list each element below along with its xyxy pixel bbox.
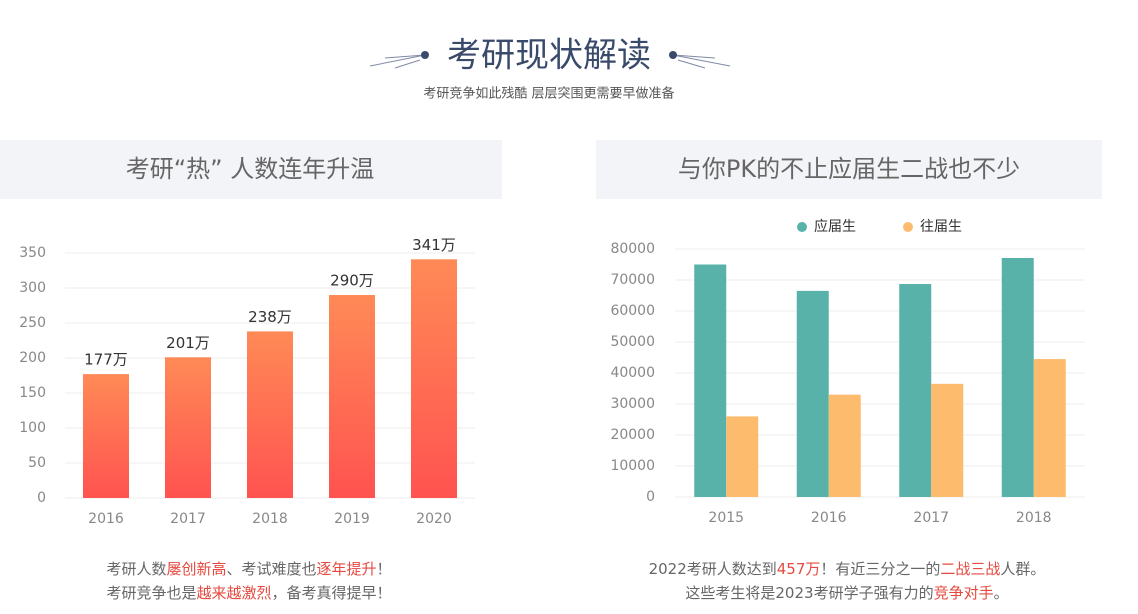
header-decor [369, 51, 731, 69]
chart-title: 与你PK的不止应届生二战也不少 [678, 155, 1020, 183]
y-tick-label: 40000 [610, 365, 655, 381]
caption-segment: 越来越激烈 [196, 584, 271, 602]
caption-segment: 考研人数 [106, 560, 166, 578]
y-tick-label: 0 [646, 489, 655, 505]
data-label: 341万 [412, 236, 456, 254]
caption-segment: 考研竞争也是 [106, 584, 196, 602]
caption: 这些考生将是2023考研学子强有力的竞争对手。 [685, 584, 1008, 602]
panel-header [0, 140, 502, 199]
y-tick-label: 300 [19, 280, 46, 296]
bar [694, 264, 727, 497]
caption: 2022考研人数达到457万！有近三分之一的二战三战人群。 [649, 560, 1046, 578]
caption-segment: 、考试难度也 [226, 560, 316, 578]
caption-segment: ！有近三分之一的 [820, 560, 940, 578]
y-tick-label: 60000 [610, 303, 655, 319]
y-tick-label: 50 [28, 455, 46, 471]
caption: 考研人数屡创新高、考试难度也逐年提升！ [106, 560, 391, 578]
page-title: 考研现状解读 [447, 36, 651, 76]
data-label: 238万 [248, 308, 292, 326]
caption-segment: 屡创新高 [166, 560, 226, 578]
y-tick-label: 70000 [610, 272, 655, 288]
caption-segment: ！ [377, 560, 392, 578]
bar [796, 290, 829, 497]
x-tick-label: 2019 [334, 511, 370, 527]
caption-segment: 这些考生将是2023考研学子强有力的 [685, 584, 933, 602]
bar [165, 357, 211, 498]
caption-segment: 2022考研人数达到 [649, 560, 777, 578]
x-tick-label: 2016 [811, 510, 847, 526]
y-tick-label: 250 [19, 315, 46, 331]
data-label: 201万 [166, 334, 210, 352]
bar [726, 416, 759, 497]
y-tick-label: 50000 [610, 334, 655, 350]
chart-title: 考研“热” 人数连年升温 [126, 155, 375, 183]
y-tick-label: 350 [19, 245, 46, 261]
bar [1033, 359, 1066, 497]
caption-segment: ，备考真得提早！ [272, 584, 392, 602]
caption-segment: 人群。 [1000, 560, 1045, 578]
data-label: 177万 [84, 351, 128, 369]
legend-label: 应届生 [814, 218, 856, 235]
x-tick-label: 2015 [708, 510, 744, 526]
bar [828, 394, 861, 497]
caption-segment: 二战三战 [940, 560, 1000, 578]
y-tick-label: 30000 [610, 396, 655, 412]
legend-label: 往届生 [920, 219, 962, 235]
bar [1001, 257, 1034, 497]
bar [247, 331, 293, 498]
y-tick-label: 10000 [610, 458, 655, 474]
bar [83, 374, 129, 498]
y-tick-label: 100 [19, 420, 46, 436]
bar [329, 295, 375, 498]
y-tick-label: 80000 [610, 241, 655, 257]
data-label: 290万 [330, 272, 374, 290]
x-tick-label: 2018 [252, 511, 288, 527]
x-tick-label: 2017 [913, 510, 949, 526]
caption: 考研竞争也是越来越激烈，备考真得提早！ [106, 584, 391, 602]
x-tick-label: 2016 [88, 511, 124, 527]
x-tick-label: 2017 [170, 511, 206, 527]
page-subtitle: 考研竞争如此残酷 层层突围更需要早做准备 [423, 86, 674, 102]
legend-marker [903, 222, 913, 232]
bar [899, 284, 932, 497]
x-tick-label: 2018 [1016, 510, 1052, 526]
legend-marker [797, 222, 807, 232]
caption-segment: 逐年提升 [317, 560, 377, 578]
panel-header [596, 140, 1102, 199]
caption-segment: 。 [994, 584, 1009, 602]
x-tick-label: 2020 [416, 511, 452, 527]
bar [931, 383, 964, 497]
y-tick-label: 200 [19, 350, 46, 366]
y-tick-label: 150 [19, 385, 46, 401]
y-tick-label: 20000 [610, 427, 655, 443]
y-tick-label: 0 [37, 490, 46, 506]
caption-segment: 竞争对手 [934, 584, 994, 602]
bar [411, 259, 457, 498]
caption-segment: 457万 [777, 560, 821, 578]
